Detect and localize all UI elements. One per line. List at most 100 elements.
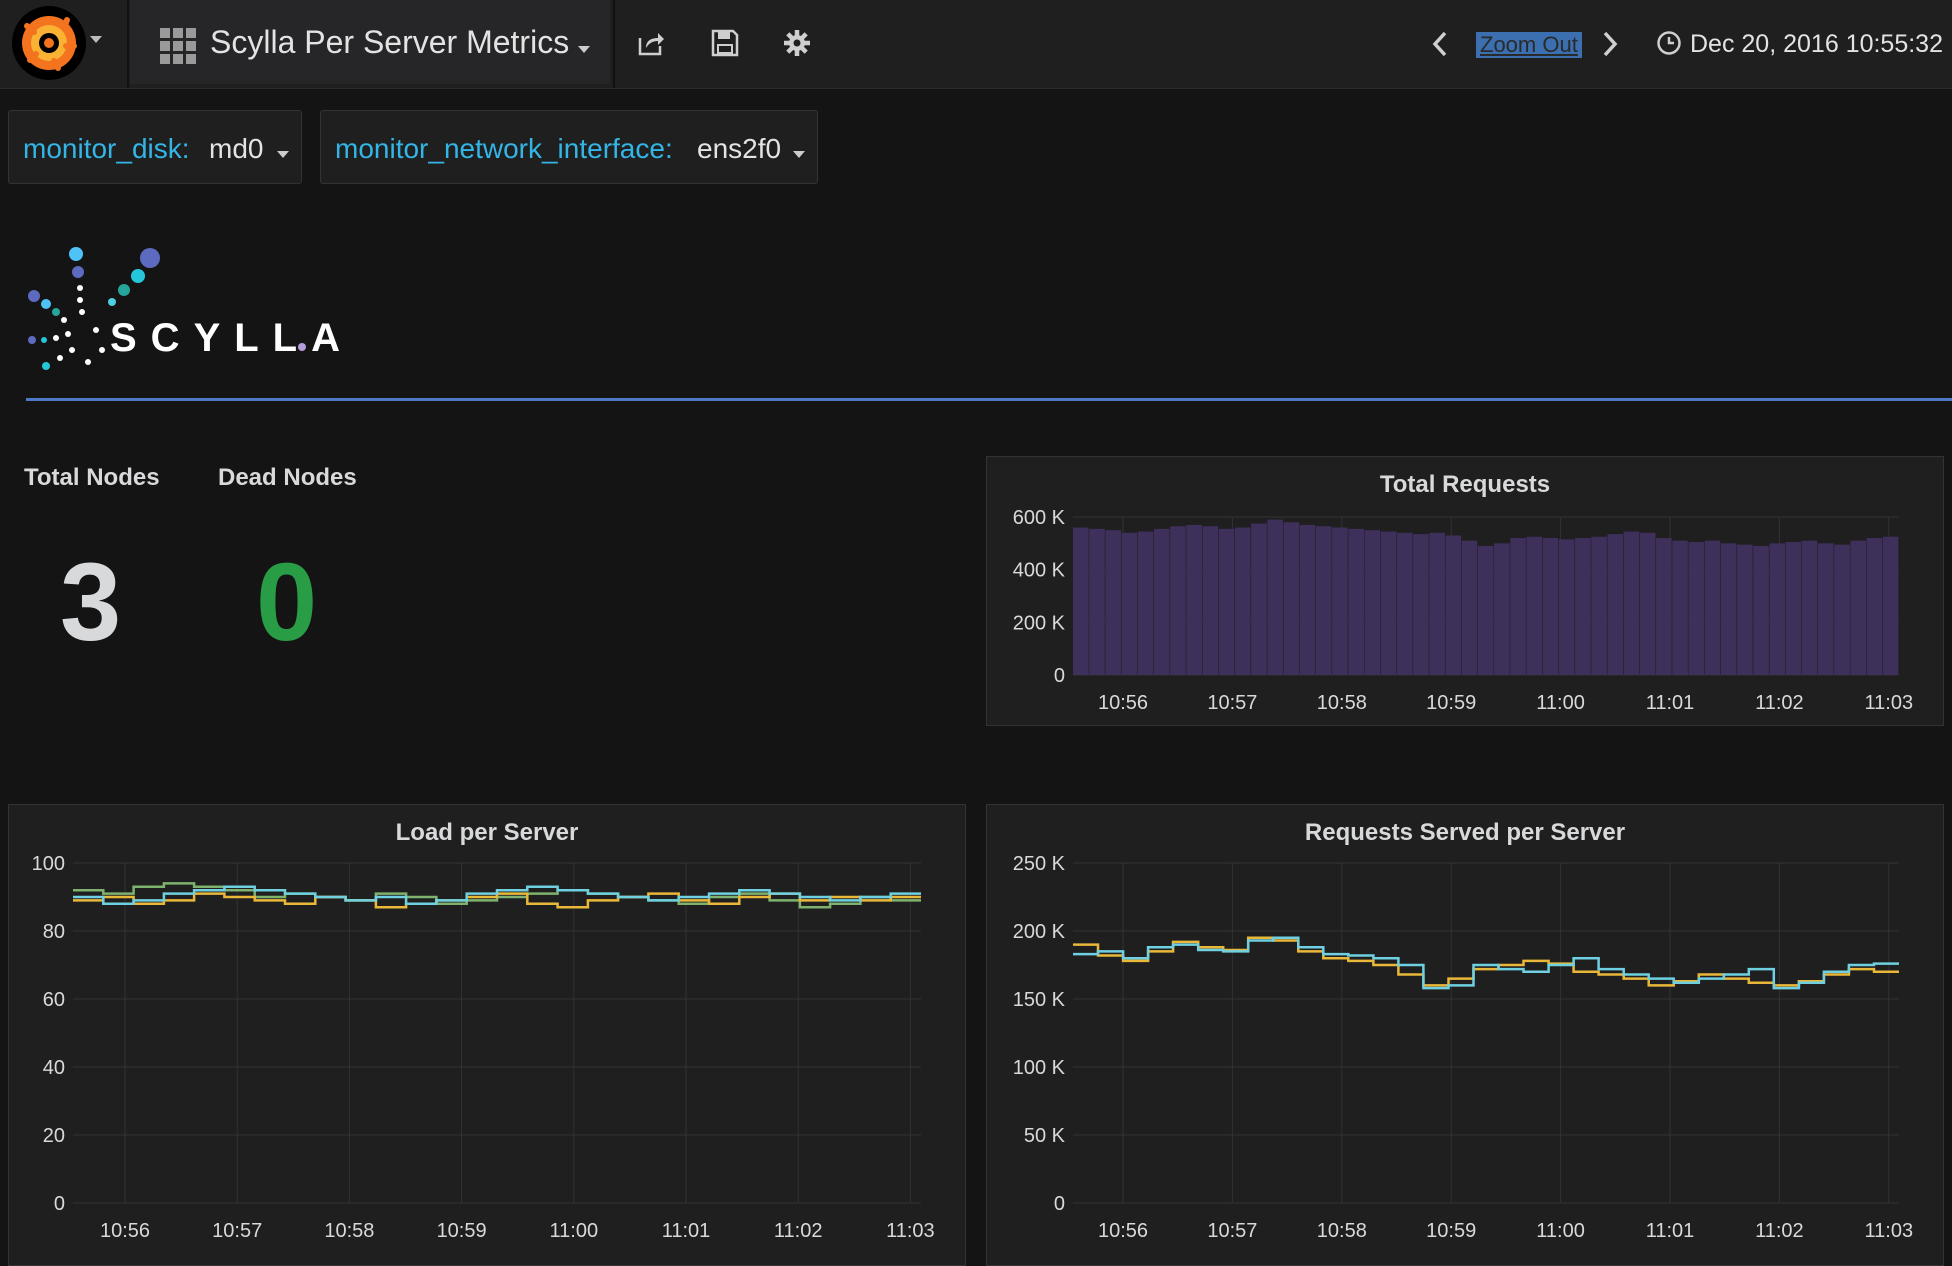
page-title: Scylla Per Server Metrics [210, 24, 570, 60]
requests-served-chart: 0 50 K 100 K 150 K 200 K 250 K 10:56 10:57 10:58… [1013, 853, 1914, 1242]
grafana-logo-icon[interactable] [12, 6, 86, 80]
x-tick-label: 10:57 [1207, 692, 1257, 714]
bar [1688, 542, 1705, 675]
scylla-logo [28, 247, 306, 370]
bar [1234, 527, 1251, 675]
bar [1461, 540, 1478, 675]
dashboard-picker[interactable]: Scylla Per Server Metrics [130, 0, 610, 84]
chevron-left-icon[interactable] [1430, 30, 1450, 58]
bar [1639, 532, 1656, 675]
y-tick-label: 50 K [1024, 1125, 1066, 1147]
share-icon[interactable] [636, 28, 666, 58]
bar [1073, 527, 1089, 675]
series-line [1073, 936, 1899, 990]
x-tick-label: 10:59 [437, 1220, 487, 1242]
bar [1413, 534, 1429, 675]
bar [1704, 540, 1721, 675]
series-line [73, 885, 921, 906]
y-tick-label: 200 K [1013, 921, 1066, 943]
chevron-right-icon[interactable] [1600, 30, 1620, 58]
x-tick-label: 11:03 [1865, 1220, 1914, 1242]
bar [1267, 519, 1283, 675]
requests-served-panel: Requests Served per Server 0 50 K 100 K 150… [986, 804, 1944, 1266]
variable-monitor-disk[interactable]: monitor_disk: md0 [8, 110, 302, 184]
bar [1105, 530, 1121, 675]
divider [127, 0, 129, 88]
x-tick-label: 10:57 [212, 1220, 262, 1242]
bar [1558, 539, 1575, 675]
y-tick-label: 100 [32, 853, 65, 875]
bar [1720, 543, 1737, 675]
bar [1866, 538, 1883, 675]
bar [1396, 532, 1413, 675]
bar [1283, 522, 1300, 675]
y-tick-label: 100 K [1013, 1057, 1066, 1079]
bar [1380, 531, 1397, 675]
bar [1153, 528, 1170, 675]
x-tick-label: 11:03 [1865, 692, 1914, 714]
x-tick-label: 11:01 [1646, 692, 1695, 714]
dead-nodes-label: Dead Nodes [218, 464, 357, 491]
x-tick-label: 11:00 [1536, 692, 1585, 714]
total-nodes-value: 3 [60, 541, 122, 664]
time-range-picker[interactable]: Dec 20, 2016 10:55:32 [1690, 30, 1943, 58]
x-tick-label: 10:56 [100, 1220, 150, 1242]
bar [1801, 540, 1818, 675]
x-tick-label: 10:56 [1098, 1220, 1148, 1242]
variable-value[interactable]: md0 [209, 133, 264, 164]
y-tick-label: 200 K [1013, 612, 1066, 634]
bar [1429, 532, 1445, 675]
bar [1607, 534, 1624, 675]
bar [1170, 526, 1186, 675]
x-tick-label: 10:56 [1098, 692, 1148, 714]
dead-nodes-value: 0 [256, 541, 318, 664]
bar [1299, 524, 1316, 675]
variable-monitor-network-interface[interactable]: monitor_network_interface: ens2f0 [320, 110, 818, 184]
chevron-down-icon [793, 151, 805, 158]
load-per-server-panel: Load per Server 0 20 40 60 80 100 10:56 10:57 10… [8, 804, 966, 1266]
x-tick-label: 11:02 [774, 1220, 823, 1242]
y-tick-label: 0 [1054, 1193, 1065, 1215]
x-tick-label: 10:58 [324, 1220, 374, 1242]
bar [1882, 536, 1899, 675]
bar [1834, 544, 1850, 675]
chevron-down-icon [277, 151, 289, 158]
bar [1315, 526, 1332, 675]
panel-title[interactable]: Load per Server [395, 819, 579, 846]
bar [1477, 545, 1494, 675]
series-line [1073, 936, 1899, 987]
panel-title[interactable]: Total Requests [1379, 471, 1551, 498]
top-navbar: Scylla Per Server Metrics Zoom Out Dec 2… [0, 0, 1952, 89]
y-tick-label: 400 K [1013, 560, 1066, 582]
bar [1251, 523, 1267, 675]
bar [1575, 538, 1591, 675]
bar [1769, 543, 1786, 675]
bar [1202, 526, 1219, 675]
y-tick-label: 0 [54, 1193, 65, 1215]
bar [1218, 528, 1235, 675]
total-requests-panel: Total Requests 0 200 K 400 K 600 K 10:56 10:5… [986, 456, 1944, 726]
dashboard-grid-icon [160, 28, 196, 64]
bar [1850, 540, 1867, 675]
bar [1332, 527, 1348, 675]
variable-value[interactable]: ens2f0 [697, 133, 782, 164]
x-tick-label: 10:59 [1426, 692, 1476, 714]
y-tick-label: 60 [43, 989, 65, 1011]
divider [613, 0, 615, 88]
y-tick-label: 250 K [1013, 853, 1066, 875]
clock-icon [1657, 31, 1681, 55]
panel-title[interactable]: Requests Served per Server [1304, 819, 1626, 846]
total-requests-chart: 0 200 K 400 K 600 K 10:56 10:57 10:58 10:59 11:0… [1013, 507, 1914, 714]
zoom-out-button[interactable]: Zoom Out [1476, 32, 1582, 58]
x-tick-label: 11:02 [1755, 1220, 1804, 1242]
y-tick-label: 0 [1054, 665, 1065, 687]
chevron-down-icon[interactable] [90, 36, 102, 43]
load-per-server-chart: 0 20 40 60 80 100 10:56 10:57 10:58 10:59 11:00 11:… [32, 853, 935, 1242]
gear-icon[interactable] [782, 28, 812, 58]
x-tick-label: 11:02 [1755, 692, 1804, 714]
save-icon[interactable] [710, 28, 740, 58]
bar [1186, 524, 1202, 675]
chevron-down-icon [578, 46, 590, 53]
bar [1348, 528, 1364, 675]
x-tick-label: 11:00 [1536, 1220, 1585, 1242]
